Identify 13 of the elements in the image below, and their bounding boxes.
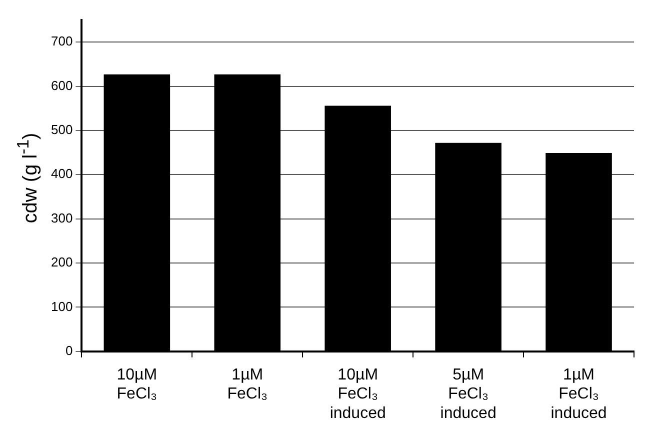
y-tick-label: 700 [50,34,73,49]
x-tick-label: 1µM FeCl₃ induced [550,366,607,422]
y-tick-label: 100 [50,298,73,314]
x-tick-label: 1µM FeCl₃ [227,366,268,403]
x-tick-label: 10µM FeCl₃ [116,366,158,403]
y-tick-label: 500 [50,122,73,138]
y-tick-label: 0 [65,342,73,358]
y-tick-label: 200 [50,254,73,270]
y-tick-label: 300 [50,210,73,226]
y-tick-label: 400 [50,166,73,182]
x-tick-label: 5µM FeCl₃ induced [440,366,496,422]
x-tick-label: 10µM FeCl₃ induced [330,366,386,422]
y-tick-label: 600 [50,78,73,93]
